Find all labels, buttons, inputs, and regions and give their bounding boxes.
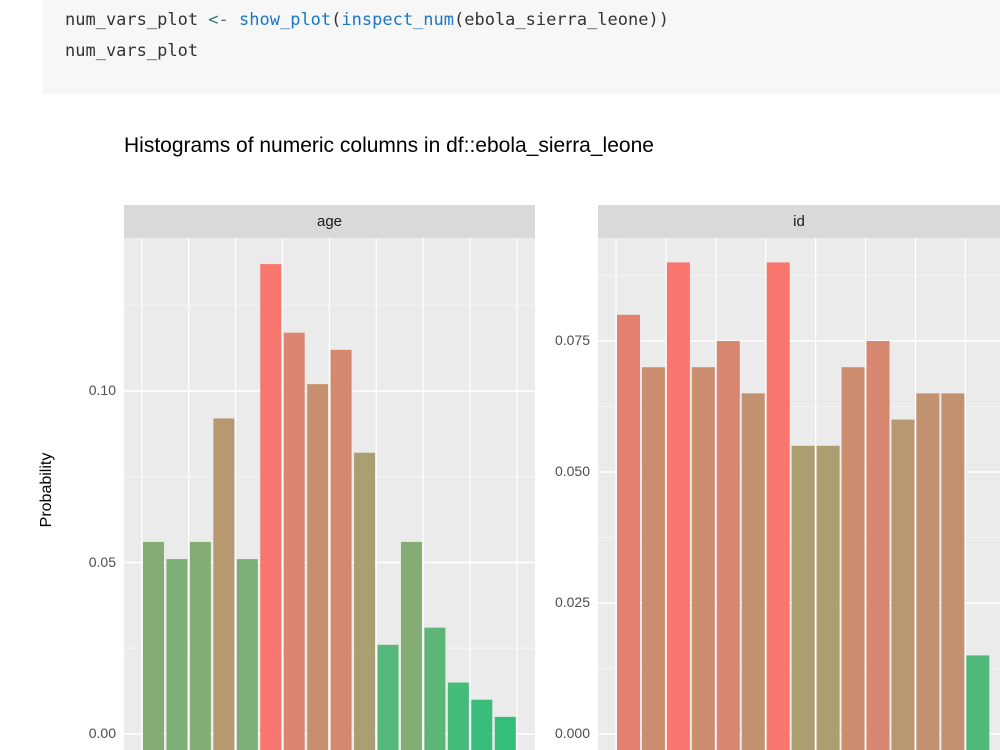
bar-age-10 (377, 644, 399, 750)
bar-id-8 (816, 445, 840, 750)
y-tick-label: 0.00 (88, 725, 116, 741)
bar-age-6 (283, 332, 305, 750)
bar-age-14 (471, 699, 493, 750)
bar-id-6 (766, 262, 790, 750)
facet-panel-age (124, 238, 535, 750)
code-assign-operator: <- (208, 10, 229, 30)
bar-age-7 (307, 384, 329, 750)
bar-id-4 (716, 341, 740, 750)
bar-age-5 (260, 264, 282, 750)
bar-age-8 (330, 349, 352, 750)
bar-id-11 (891, 419, 915, 750)
code-block: num_vars_plot <- show_plot(inspect_num(e… (43, 0, 1000, 94)
bar-age-11 (400, 541, 422, 750)
bar-age-13 (447, 682, 469, 750)
facet-strip-id: id (598, 205, 1000, 238)
bar-id-1 (641, 367, 665, 750)
bar-id-12 (916, 393, 940, 750)
bar-id-7 (791, 445, 815, 750)
bar-age-15 (494, 716, 516, 750)
code-args: (ebola_sierra_leone)) (454, 10, 669, 30)
y-tick-label: 0.025 (554, 594, 590, 610)
code-line-1: num_vars_plot <- show_plot(inspect_num(e… (65, 10, 669, 30)
code-paren: ( (331, 10, 342, 30)
facet-panel-id (598, 238, 1000, 750)
y-tick-label: 0.000 (554, 725, 590, 741)
bar-id-13 (941, 393, 965, 750)
bar-id-5 (741, 393, 765, 750)
facet-strip-age: age (124, 205, 535, 238)
bar-id-2 (666, 262, 690, 750)
bar-age-4 (236, 559, 258, 750)
code-space (229, 10, 239, 30)
y-axis-label: Probability (38, 452, 55, 528)
y-tick-label: 0.10 (88, 382, 116, 398)
bar-age-1 (166, 559, 188, 750)
bar-age-0 (143, 541, 164, 750)
code-function-inspect-num: inspect_num (341, 10, 454, 30)
bar-age-9 (354, 452, 376, 750)
code-function-show-plot: show_plot (239, 10, 332, 30)
code-line-2: num_vars_plot (65, 41, 199, 61)
bar-id-9 (841, 367, 865, 750)
code-var: num_vars_plot (65, 10, 209, 30)
bar-age-3 (213, 418, 235, 750)
y-tick-label: 0.05 (88, 553, 116, 570)
bar-age-12 (424, 627, 446, 750)
bar-id-10 (866, 341, 890, 750)
chart-title: Histograms of numeric columns in df::ebo… (124, 134, 654, 157)
facet-plot-id (598, 238, 1000, 750)
facet-plot-age (124, 238, 535, 750)
bar-id-0 (617, 314, 640, 750)
bar-id-3 (691, 367, 715, 750)
bar-age-2 (189, 541, 211, 750)
y-tick-label: 0.075 (554, 332, 590, 348)
bar-id-14 (966, 655, 990, 750)
y-tick-label: 0.050 (554, 463, 590, 479)
